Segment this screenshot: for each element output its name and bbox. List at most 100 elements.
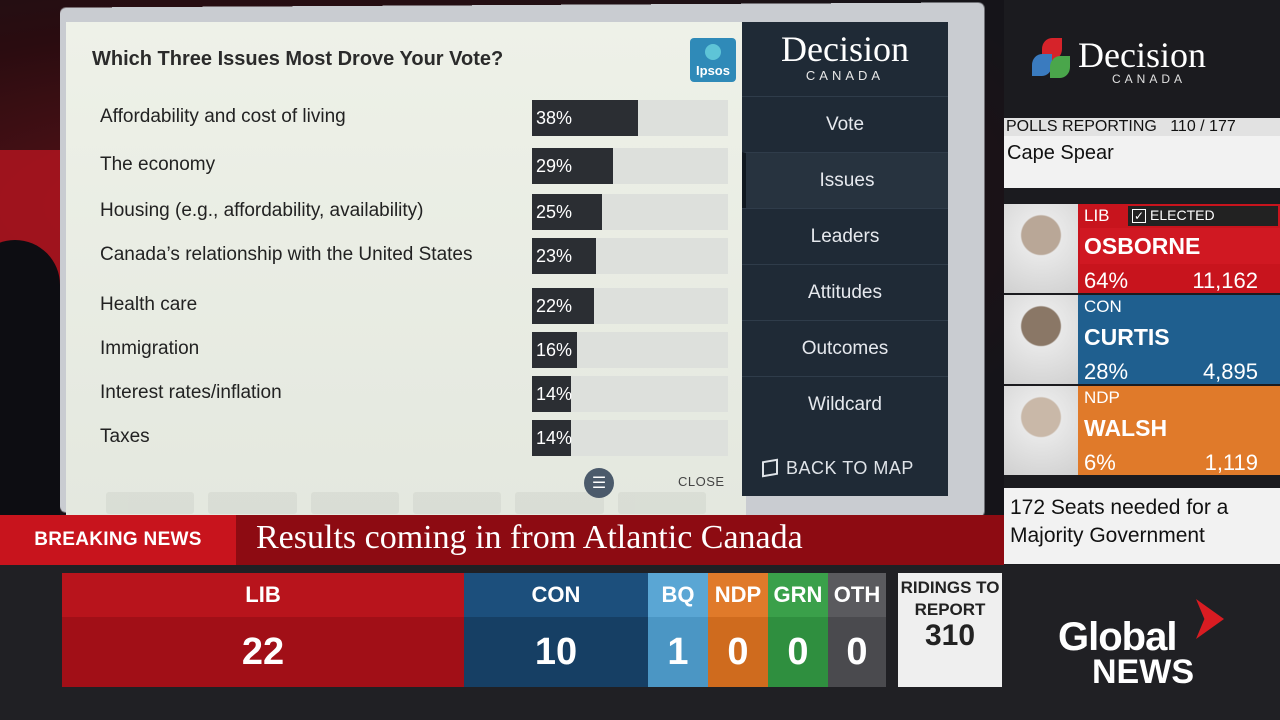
seat-tally-bar: LIB 22 CON 10 BQ 1 NDP 0 GRN 0 OTH 0 RIDINGS TO REP… [0, 565, 1280, 720]
presenter-silhouette [0, 240, 60, 515]
nav-item-leaders[interactable]: Leaders [742, 208, 948, 264]
play-arrow-icon [1196, 599, 1224, 639]
party-seats: 0 [828, 617, 886, 687]
issue-bar-track: 23% [532, 238, 728, 274]
issue-bar: 29% [532, 148, 614, 184]
issue-percent: 16% [536, 340, 573, 360]
candidate-votes: 1,119 [1204, 450, 1258, 475]
nav-item-wildcard[interactable]: Wildcard [742, 376, 948, 432]
candidate-photo [1004, 204, 1078, 293]
candidate-votes: 4,895 [1202, 359, 1258, 384]
elected-badge: ✓ ELECTED [1128, 206, 1278, 226]
party-name: BQ [648, 573, 708, 617]
party-col-con: CON 10 [464, 573, 648, 687]
party-name: CON [464, 573, 648, 617]
demographic-filter-tabs[interactable] [106, 492, 706, 514]
breaking-news-bar: BREAKING NEWS Results coming in from Atl… [0, 515, 1004, 565]
issue-bar-track: 14% [532, 420, 728, 456]
close-button[interactable]: CLOSE [678, 474, 725, 489]
issue-row: Health care 22% [66, 288, 746, 328]
issue-bar-track: 29% [532, 148, 728, 184]
candidate-card: CON CURTIS 28% 4,895 [1004, 295, 1280, 384]
candidate-photo [1004, 386, 1078, 475]
ipsos-logo: Ipsos [690, 38, 736, 82]
issue-row: Canada’s relationship with the United St… [66, 238, 746, 278]
candidate-percent: 6% [1084, 450, 1116, 475]
issue-bar: 22% [532, 288, 594, 324]
survey-question-title: Which Three Issues Most Drove Your Vote? [92, 48, 504, 70]
studio-background: Which Three Issues Most Drove Your Vote?… [0, 0, 1004, 515]
decision-logo-sub: CANADA [1111, 72, 1186, 86]
issue-bar-track: 14% [532, 376, 728, 412]
decision-canada-logo: Decision [781, 29, 909, 69]
issue-percent: 38% [536, 108, 573, 128]
checkmark-icon: ✓ [1132, 209, 1146, 223]
issue-bar: 16% [532, 332, 577, 368]
issue-row: The economy 29% [66, 148, 746, 188]
issue-row: Taxes 14% [66, 420, 746, 460]
candidate-photo [1004, 295, 1078, 384]
issue-bar-track: 22% [532, 288, 728, 324]
party-seats: 22 [62, 617, 464, 687]
ridings-to-report: RIDINGS TO REPORT 310 [898, 573, 1002, 687]
decision-canada-sub: CANADA [805, 68, 885, 83]
party-col-oth: OTH 0 [828, 573, 886, 687]
issue-bar: 14% [532, 376, 572, 412]
issue-bar: 14% [532, 420, 573, 456]
breaking-headline: Results coming in from Atlantic Canada [256, 519, 803, 556]
candidate-percent: 28% [1084, 359, 1129, 384]
issue-bar-track: 16% [532, 332, 728, 368]
riding-results-sidebar: Decision CANADA POLLS REPORTING 110 / 17… [1004, 0, 1280, 565]
candidate-party: LIB [1084, 206, 1110, 225]
issue-percent: 25% [536, 202, 573, 222]
issue-bar: 25% [532, 194, 602, 230]
back-to-map-button[interactable]: BACK TO MAP [762, 458, 914, 479]
candidate-name: WALSH [1080, 410, 1280, 446]
survey-panel: Which Three Issues Most Drove Your Vote?… [66, 22, 746, 515]
issue-label: The economy [100, 154, 216, 175]
elected-label: ELECTED [1150, 207, 1215, 223]
ridings-value: 310 [924, 619, 976, 652]
party-col-grn: GRN 0 [768, 573, 828, 687]
issue-percent: 14% [536, 428, 573, 448]
map-icon [762, 458, 778, 478]
issue-label: Taxes [100, 426, 150, 447]
maple-leaf-icon [1032, 38, 1072, 82]
candidate-votes: 11,162 [1192, 268, 1258, 293]
candidate-party: CON [1084, 297, 1122, 316]
nav-item-attitudes[interactable]: Attitudes [742, 264, 948, 320]
issue-label: Health care [100, 294, 198, 315]
issue-label: Interest rates/inflation [100, 382, 282, 403]
decision-nav-panel: Decision CANADA Vote Issues Leaders Attitud… [742, 22, 948, 496]
issue-bar-track: 25% [532, 194, 728, 230]
issue-bar-track: 38% [532, 100, 728, 136]
issue-bar: 38% [532, 100, 639, 136]
candidate-party: NDP [1084, 388, 1120, 407]
party-col-bq: BQ 1 [648, 573, 708, 687]
party-col-lib: LIB 22 [62, 573, 464, 687]
candidate-card: LIB OSBORNE 64% 11,162 ✓ ELECTED [1004, 204, 1280, 293]
riding-name: Cape Spear [1004, 136, 1280, 188]
menu-icon[interactable]: ☰ [584, 468, 614, 498]
candidate-card: NDP WALSH 6% 1,119 [1004, 386, 1280, 475]
issue-percent: 23% [536, 246, 573, 266]
issue-bar: 23% [532, 238, 597, 274]
party-seats: 0 [768, 617, 828, 687]
party-name: NDP [708, 573, 768, 617]
issue-percent: 22% [536, 296, 573, 316]
ridings-label: RIDINGS TO REPORT [900, 578, 1000, 619]
party-seats: 0 [708, 617, 768, 687]
party-seats: 1 [648, 617, 708, 687]
issue-label: Immigration [100, 338, 200, 359]
issue-label: Canada’s relationship with the United St… [100, 244, 473, 265]
nav-item-outcomes[interactable]: Outcomes [742, 320, 948, 376]
party-col-ndp: NDP 0 [708, 573, 768, 687]
issue-row: Affordability and cost of living 38% [66, 100, 746, 140]
nav-item-issues[interactable]: Issues [742, 152, 948, 208]
party-name: GRN [768, 573, 828, 617]
nav-item-vote[interactable]: Vote [742, 96, 948, 152]
party-name: OTH [828, 573, 886, 617]
global-news-logo: Global NEWS [1058, 599, 1228, 693]
decision-logo-word: Decision [1078, 35, 1206, 75]
candidate-name: OSBORNE [1080, 228, 1280, 264]
